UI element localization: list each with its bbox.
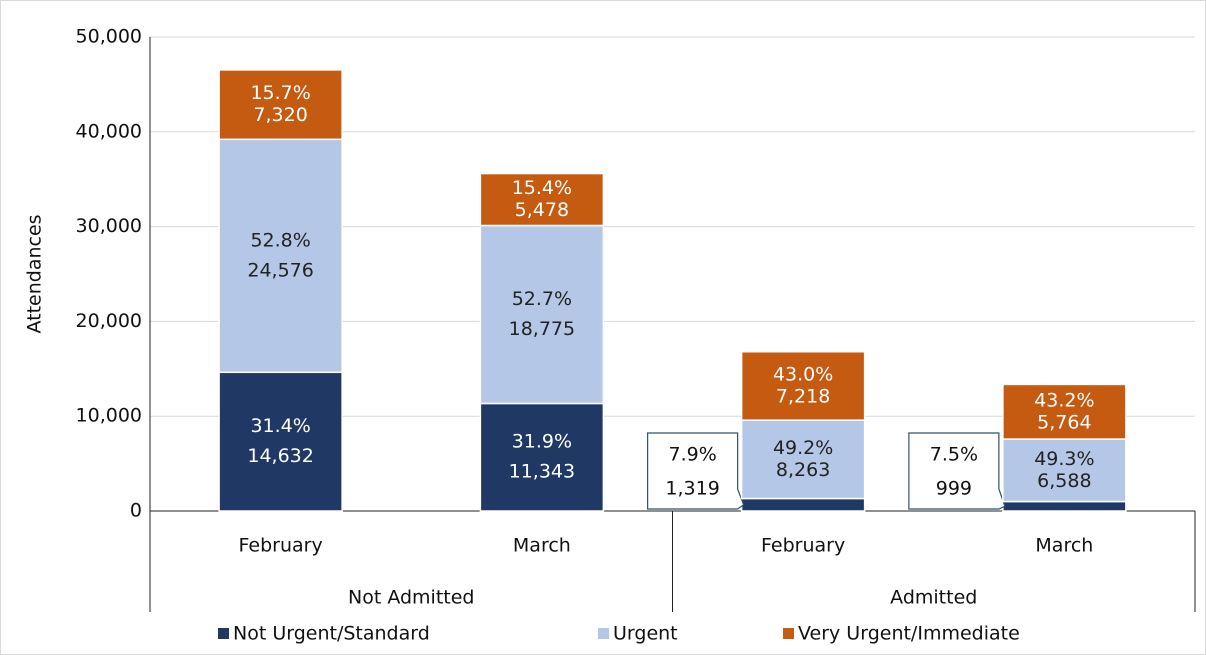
bar-segment [479,402,605,512]
legend-swatch [598,628,609,639]
bar-segment [1002,383,1127,440]
data-label: 49.2% [773,437,833,459]
data-label: 7,320 [253,104,307,126]
group-label: Not Admitted [348,587,475,609]
data-label: 7,218 [776,385,830,407]
data-label: 7.9% [668,444,716,466]
legend-label: Not Urgent/Standard [233,623,430,645]
data-label: 43.0% [773,363,833,385]
legend-label: Very Urgent/Immediate [798,623,1020,645]
y-tick-label: 20,000 [76,310,142,332]
data-label: 999 [936,478,972,500]
y-tick-label: 0 [130,500,142,522]
y-tick-label: 10,000 [76,405,142,427]
data-label: 7.5% [930,444,978,466]
data-label: 11,343 [509,461,575,483]
bar-segment [218,69,343,141]
bar-segment [1002,438,1127,503]
bar-segment [218,138,343,374]
data-label: 31.9% [512,431,572,453]
callout [908,432,1006,510]
legend-label: Urgent [613,623,678,645]
y-tick-label: 50,000 [76,26,142,48]
data-label: 52.8% [250,229,310,251]
data-label: 6,588 [1037,470,1091,492]
data-label: 52.7% [512,288,572,310]
bar-segment [1002,500,1127,512]
data-label: 43.2% [1034,389,1094,411]
data-label: 8,263 [776,459,830,481]
data-label: 31.4% [250,415,310,437]
data-label: 1,319 [665,478,719,500]
data-label: 24,576 [247,259,313,281]
data-label: 5,764 [1037,411,1091,433]
y-tick-label: 40,000 [76,120,142,142]
group-label: Admitted [890,587,977,609]
x-tick-label: March [1035,535,1093,557]
x-tick-label: February [239,535,323,557]
data-label: 14,632 [247,445,313,467]
y-tick-label: 30,000 [76,215,142,237]
y-axis-title: Attendances [24,214,46,333]
legend-swatch [218,628,229,639]
data-label: 5,478 [515,199,569,221]
data-label: 18,775 [509,318,575,340]
callout [647,432,745,510]
data-label: 15.4% [512,177,572,199]
x-tick-label: February [761,535,845,557]
bar-segment [479,172,605,227]
bar-segment [479,224,605,405]
data-label: 49.3% [1034,448,1094,470]
legend-swatch [783,628,794,639]
bar-segment [740,419,866,500]
bar-segment [740,350,866,421]
bar-segment [218,371,343,512]
bar-segment [740,497,866,512]
x-tick-label: March [513,535,571,557]
data-label: 15.7% [250,82,310,104]
